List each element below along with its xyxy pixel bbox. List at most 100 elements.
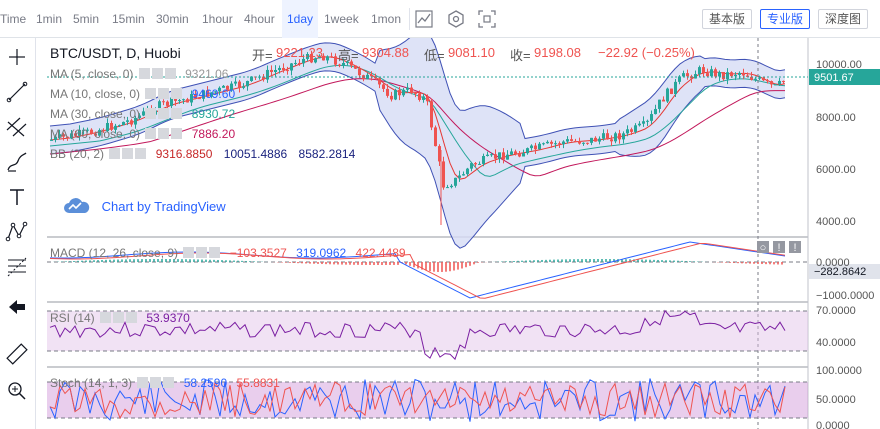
rsi-band — [47, 311, 808, 351]
legend-ma10[interactable]: MA (10, close, 0) 9469.60 — [50, 87, 235, 101]
macd-pane-button — [789, 241, 801, 253]
candle-body — [698, 67, 701, 75]
candle-body — [610, 139, 613, 142]
ruler-icon[interactable] — [4, 341, 30, 367]
close-icon[interactable] — [135, 148, 147, 159]
settings-icon[interactable] — [158, 88, 170, 99]
legend-bb[interactable]: BB (20, 2) 9316.8850 10051.4886 8582.281… — [50, 147, 355, 161]
candle-body — [442, 161, 445, 188]
candle-body — [178, 100, 181, 102]
legend-ma60[interactable]: MA (60, close, 0) 7886.20 — [50, 127, 235, 141]
candle-body — [302, 58, 305, 64]
timeframe-1min[interactable]: 1min — [36, 12, 63, 26]
close-icon[interactable] — [171, 128, 183, 139]
candle-body — [570, 139, 573, 141]
legend-ma5[interactable]: MA (5, close, 0) 9321.06 — [50, 67, 228, 81]
settings-icon[interactable] — [158, 128, 170, 139]
visibility-icon[interactable] — [145, 108, 157, 119]
close-icon[interactable] — [163, 377, 175, 388]
text-icon[interactable] — [4, 184, 30, 210]
tradingview-watermark[interactable]: Chart by TradingView — [62, 196, 226, 216]
back-arrow-icon[interactable] — [4, 294, 30, 320]
candle-body — [650, 114, 653, 121]
settings-icon[interactable] — [113, 312, 125, 323]
candle-body — [718, 71, 721, 77]
trend-line-icon[interactable] — [4, 79, 30, 105]
visibility-icon[interactable] — [183, 247, 195, 258]
close-icon[interactable] — [126, 312, 138, 323]
ma60-label: MA (60, close, 0) — [50, 127, 141, 141]
candle-body — [278, 67, 281, 70]
visibility-icon[interactable] — [145, 88, 157, 99]
macd-pane-button-glyph: ○ — [760, 242, 767, 254]
timeframe-15min[interactable]: 15min — [112, 12, 145, 26]
depth-chart-button[interactable]: 深度图 — [818, 9, 869, 29]
top-toolbar: Time 1min 5min 15min 30min 1hour 4hour 1… — [0, 0, 880, 38]
settings-icon[interactable] — [196, 247, 208, 258]
candle-body — [434, 127, 437, 147]
settings-icon[interactable] — [122, 148, 134, 159]
settings-icon[interactable] — [151, 68, 163, 79]
timeframe-4hour[interactable]: 4hour — [244, 12, 275, 26]
candle-body — [290, 63, 293, 71]
fib-icon[interactable] — [4, 254, 30, 280]
candle-body — [662, 99, 665, 102]
candle-body — [350, 61, 353, 66]
candle-body — [266, 69, 269, 80]
timeframe-1hour[interactable]: 1hour — [202, 12, 233, 26]
brush-icon[interactable] — [4, 149, 30, 175]
visibility-icon[interactable] — [138, 68, 150, 79]
visibility-icon[interactable] — [145, 128, 157, 139]
timeframe-time[interactable]: Time — [0, 12, 27, 26]
timeframe-30min[interactable]: 30min — [156, 12, 189, 26]
crosshair-icon[interactable] — [4, 44, 30, 70]
close-icon[interactable] — [171, 108, 183, 119]
candle-body — [582, 142, 585, 144]
timeframe-5min[interactable]: 5min — [73, 12, 100, 26]
close-icon[interactable] — [209, 247, 221, 258]
candle-body — [770, 81, 773, 85]
close-icon[interactable] — [164, 68, 176, 79]
basic-version-button[interactable]: 基本版 — [702, 9, 753, 29]
rsi-label: RSI (14) — [50, 311, 95, 325]
candle-body — [382, 84, 385, 89]
candle-body — [238, 81, 241, 88]
drawing-toolbar — [0, 38, 36, 429]
candle-body — [86, 129, 89, 131]
candle-body — [106, 122, 109, 132]
visibility-icon[interactable] — [137, 377, 149, 388]
visibility-icon[interactable] — [109, 148, 121, 159]
candle-body — [682, 73, 685, 77]
candle-body — [122, 121, 125, 126]
candle-body — [666, 88, 669, 102]
timeframe-1mon[interactable]: 1mon — [371, 12, 402, 26]
fullscreen-icon[interactable] — [477, 9, 497, 29]
channel-icon[interactable] — [4, 114, 30, 140]
candle-body — [706, 73, 709, 77]
macd-current-label: −282.8642 — [814, 266, 866, 278]
candle-body — [742, 72, 745, 76]
legend-macd[interactable]: MACD (12, 26, close, 9) −103.3527 319.09… — [50, 246, 406, 260]
settings-icon[interactable] — [150, 377, 162, 388]
chart-type-icon[interactable] — [414, 9, 434, 29]
legend-ma30[interactable]: MA (30, close, 0) 8930.72 — [50, 107, 235, 121]
candle-body — [322, 55, 325, 61]
legend-rsi[interactable]: RSI (14) 53.9370 — [50, 311, 190, 325]
candle-body — [50, 139, 53, 141]
candle-body — [118, 125, 121, 127]
timeframe-1week[interactable]: 1week — [324, 12, 359, 26]
candle-body — [506, 154, 509, 160]
timeframe-1day[interactable]: 1day — [282, 0, 318, 38]
candle-body — [594, 137, 597, 142]
pattern-icon[interactable] — [4, 219, 30, 245]
close-icon[interactable] — [171, 88, 183, 99]
visibility-icon[interactable] — [100, 312, 112, 323]
candle-body — [186, 99, 189, 103]
legend-stoch[interactable]: Stoch (14, 1, 3) 58.2590 55.8831 — [50, 376, 280, 390]
pro-version-button[interactable]: 专业版 — [760, 9, 811, 29]
candle-body — [318, 55, 321, 59]
indicator-settings-icon[interactable] — [446, 9, 466, 29]
settings-icon[interactable] — [158, 108, 170, 119]
zoom-icon[interactable] — [4, 378, 30, 404]
